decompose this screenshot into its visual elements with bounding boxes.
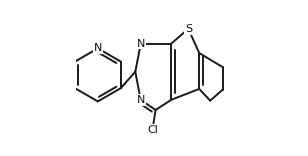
Text: N: N — [136, 39, 145, 49]
Text: Cl: Cl — [147, 125, 158, 135]
Text: N: N — [136, 95, 145, 105]
Text: S: S — [185, 24, 192, 34]
Text: N: N — [94, 43, 102, 53]
